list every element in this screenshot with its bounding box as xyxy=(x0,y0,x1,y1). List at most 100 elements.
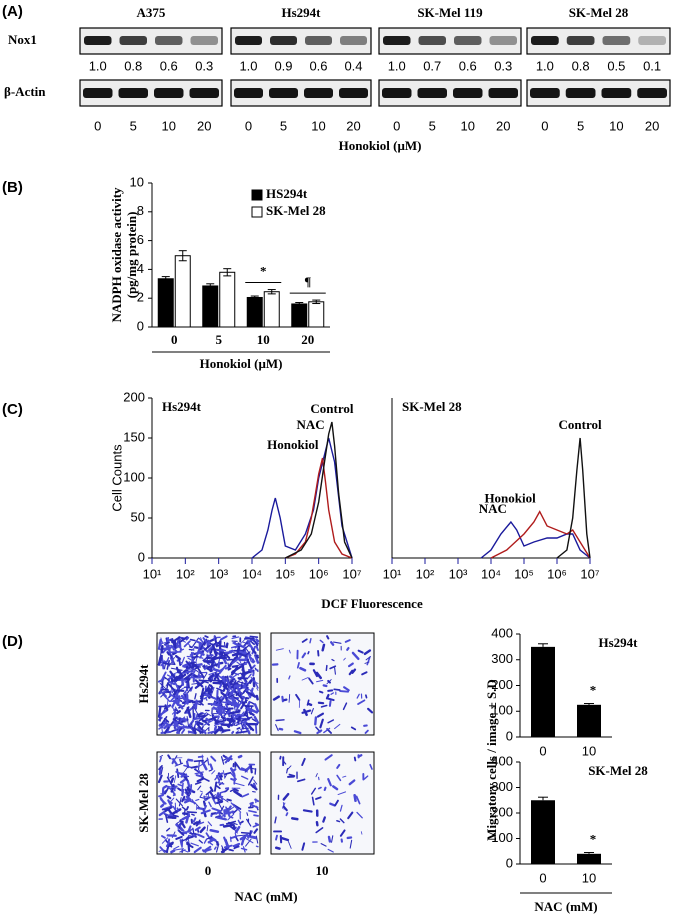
cell xyxy=(170,849,176,854)
x-axis-label: Honokiol (μM) xyxy=(339,138,422,153)
cell xyxy=(178,717,181,722)
x-tick-label: 5 xyxy=(216,332,223,347)
cell xyxy=(211,687,215,695)
cell xyxy=(160,766,164,775)
row-label: Nox1 xyxy=(8,32,37,47)
bar xyxy=(577,853,601,864)
y-tick-label: 100 xyxy=(123,469,145,484)
cell xyxy=(200,809,211,815)
cell xyxy=(185,835,194,840)
cell xyxy=(160,686,162,695)
cell xyxy=(169,813,175,818)
cell xyxy=(164,787,169,795)
x-tick-label: 0 xyxy=(539,870,546,885)
cell xyxy=(333,641,342,644)
cell xyxy=(227,712,231,718)
x-tick-label: 10³ xyxy=(449,566,468,581)
cell xyxy=(195,820,201,827)
cell xyxy=(275,719,285,722)
y-tick-label: 150 xyxy=(123,429,145,444)
dose-label: 10 xyxy=(609,118,623,133)
cell xyxy=(176,729,181,734)
cell xyxy=(315,827,324,834)
cell xyxy=(310,707,314,715)
cell xyxy=(252,680,259,684)
cell xyxy=(228,691,234,697)
cell xyxy=(327,835,332,843)
cell xyxy=(186,715,190,728)
cell xyxy=(336,820,341,823)
cell xyxy=(172,758,179,766)
cell xyxy=(213,672,220,680)
cell xyxy=(166,795,172,800)
cell xyxy=(160,692,166,698)
micrograph xyxy=(156,751,261,855)
histogram-line xyxy=(284,421,353,559)
cell xyxy=(236,807,242,813)
cell xyxy=(157,705,162,718)
cell xyxy=(158,765,163,771)
cell xyxy=(215,810,221,815)
cell xyxy=(175,655,180,660)
y-axis-label: (pg/mg protein) xyxy=(124,212,139,299)
cell xyxy=(215,785,221,790)
cell xyxy=(169,654,173,659)
cell xyxy=(330,692,335,695)
cell xyxy=(170,777,175,784)
cell xyxy=(225,820,237,825)
cell xyxy=(309,638,312,644)
histogram-line xyxy=(480,520,591,559)
cell xyxy=(274,816,277,824)
micrograph xyxy=(270,751,375,855)
cell xyxy=(246,659,253,670)
cell xyxy=(316,729,323,735)
cell xyxy=(206,836,213,840)
cell xyxy=(232,679,237,688)
cell xyxy=(293,730,302,735)
cell xyxy=(202,729,207,735)
cell xyxy=(318,690,324,694)
dose-label: 20 xyxy=(645,118,659,133)
cell xyxy=(253,779,258,785)
cell xyxy=(192,673,199,679)
cell xyxy=(197,785,202,791)
cell xyxy=(301,638,308,643)
cell xyxy=(320,843,327,847)
cell xyxy=(339,804,343,812)
cell xyxy=(252,638,259,647)
cell xyxy=(343,686,350,692)
error-bar xyxy=(538,643,548,647)
cell xyxy=(219,697,225,704)
cell xyxy=(159,803,165,808)
cell xyxy=(288,773,296,777)
cell xyxy=(231,664,239,668)
cell xyxy=(216,687,225,692)
cell xyxy=(190,765,199,769)
chart-title: SK-Mel 28 xyxy=(588,763,648,778)
cell xyxy=(275,648,284,651)
cell xyxy=(177,783,183,787)
cell xyxy=(355,795,361,805)
x-tick-label: 20 xyxy=(301,332,314,347)
dose-label: 5 xyxy=(130,118,137,133)
cell xyxy=(227,717,232,729)
y-tick-label: 100 xyxy=(491,703,513,718)
cell xyxy=(357,649,364,654)
cell xyxy=(343,657,346,661)
cell xyxy=(225,642,229,649)
bar xyxy=(531,646,555,737)
cell xyxy=(211,812,217,815)
cell xyxy=(310,787,317,795)
cell xyxy=(278,727,284,731)
cell xyxy=(181,728,186,734)
cell xyxy=(326,635,330,640)
cell xyxy=(205,789,213,796)
panel-label: (C) xyxy=(2,401,23,418)
cell xyxy=(182,688,188,695)
cell xyxy=(296,662,300,669)
cell xyxy=(246,729,251,735)
cell xyxy=(226,798,232,802)
dose-label: 0 xyxy=(94,118,101,133)
cell xyxy=(236,727,241,730)
cell xyxy=(213,695,223,705)
